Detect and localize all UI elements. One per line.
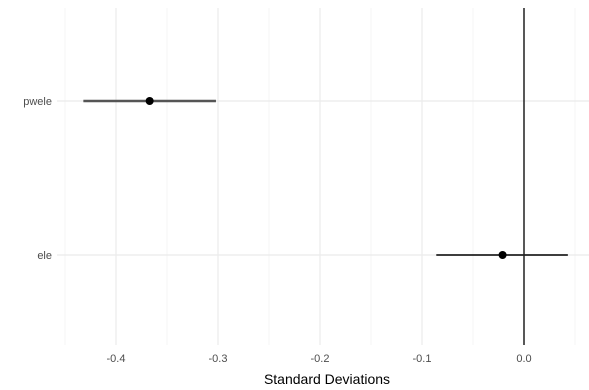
x-tick-label: 0.0 (516, 353, 531, 365)
x-tick-label: -0.1 (413, 353, 432, 365)
y-tick-label-pwele: pwele (23, 96, 52, 108)
estimate-point-ele (499, 251, 507, 259)
confidence-intervals (83, 101, 568, 255)
estimate-point-pwele (146, 97, 154, 105)
x-tick-label: -0.4 (107, 353, 126, 365)
point-estimates (146, 97, 507, 259)
y-tick-label-ele: ele (37, 250, 52, 262)
x-axis-title: Standard Deviations (264, 371, 390, 387)
x-tick-label: -0.3 (209, 353, 228, 365)
y-axis-tick-labels: pwele ele (23, 96, 52, 262)
major-gridlines (57, 8, 589, 345)
x-tick-label: -0.2 (311, 353, 330, 365)
x-axis-tick-labels: -0.4 -0.3 -0.2 -0.1 0.0 (107, 353, 532, 365)
